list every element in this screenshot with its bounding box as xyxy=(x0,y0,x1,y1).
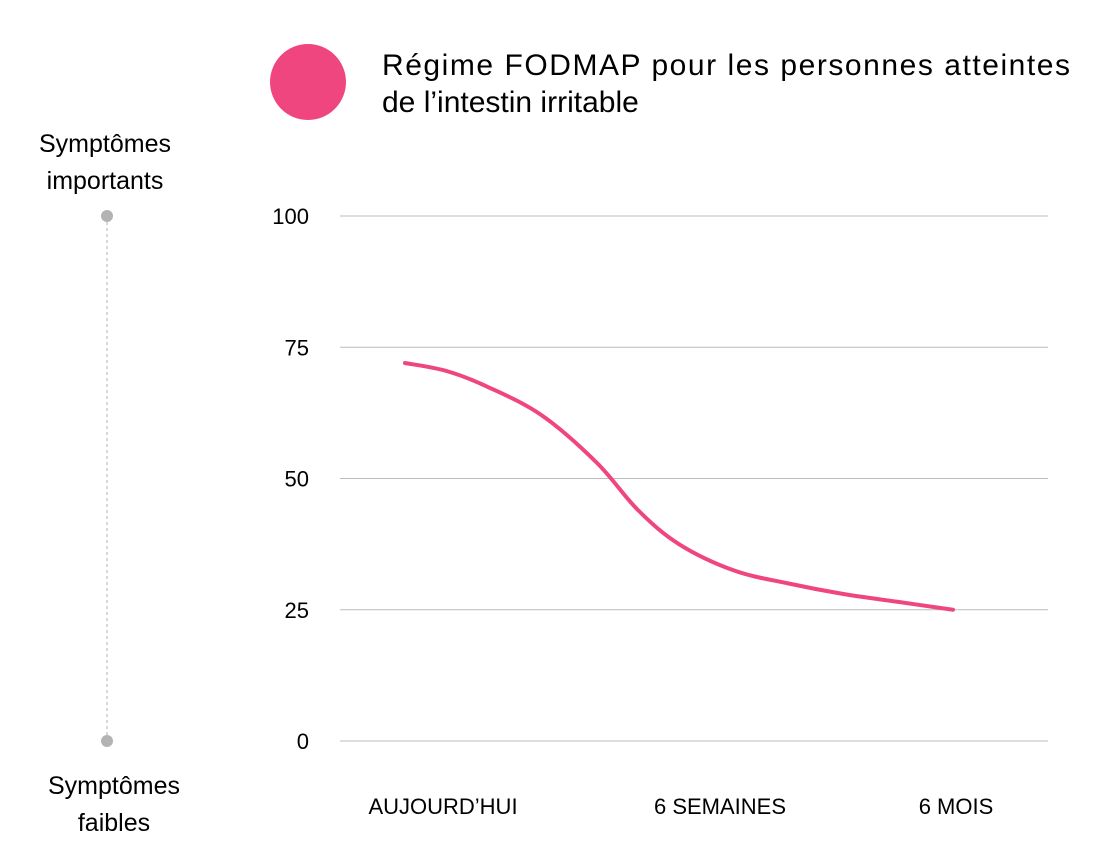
symptom-scale-bottom-dot xyxy=(101,735,113,747)
legend-marker xyxy=(270,44,346,120)
symptom-scale-top-label: importants xyxy=(47,167,164,195)
y-tick-label: 50 xyxy=(285,467,309,492)
y-axis-ticks: 0 25 50 75 100 xyxy=(272,204,309,754)
symptom-scale: Symptômes importants Symptômes faibles xyxy=(39,130,180,837)
legend: Régime FODMAP pour les personnes atteint… xyxy=(270,44,1070,120)
y-tick-label: 0 xyxy=(297,729,309,754)
y-tick-label: 25 xyxy=(285,598,309,623)
gridlines xyxy=(340,215,1048,742)
legend-label-line: Régime FODMAP pour les personnes atteint… xyxy=(382,49,1070,82)
y-tick-label: 75 xyxy=(285,335,309,360)
x-axis-ticks: AUJOURD’HUI 6 SEMAINES 6 MOIS xyxy=(368,794,993,819)
symptom-scale-bottom-label: faibles xyxy=(78,809,150,837)
x-tick-label: 6 MOIS xyxy=(919,794,994,819)
x-tick-label: AUJOURD’HUI xyxy=(368,794,517,819)
series-line xyxy=(403,361,955,612)
symptom-scale-top-label: Symptômes xyxy=(39,130,171,158)
symptom-scale-bottom-label: Symptômes xyxy=(48,772,180,800)
y-tick-label: 100 xyxy=(272,204,309,229)
symptom-scale-top-dot xyxy=(101,210,113,222)
x-tick-label: 6 SEMAINES xyxy=(654,794,786,819)
series xyxy=(403,361,955,612)
legend-label-line: de l’intestin irritable xyxy=(382,86,639,119)
